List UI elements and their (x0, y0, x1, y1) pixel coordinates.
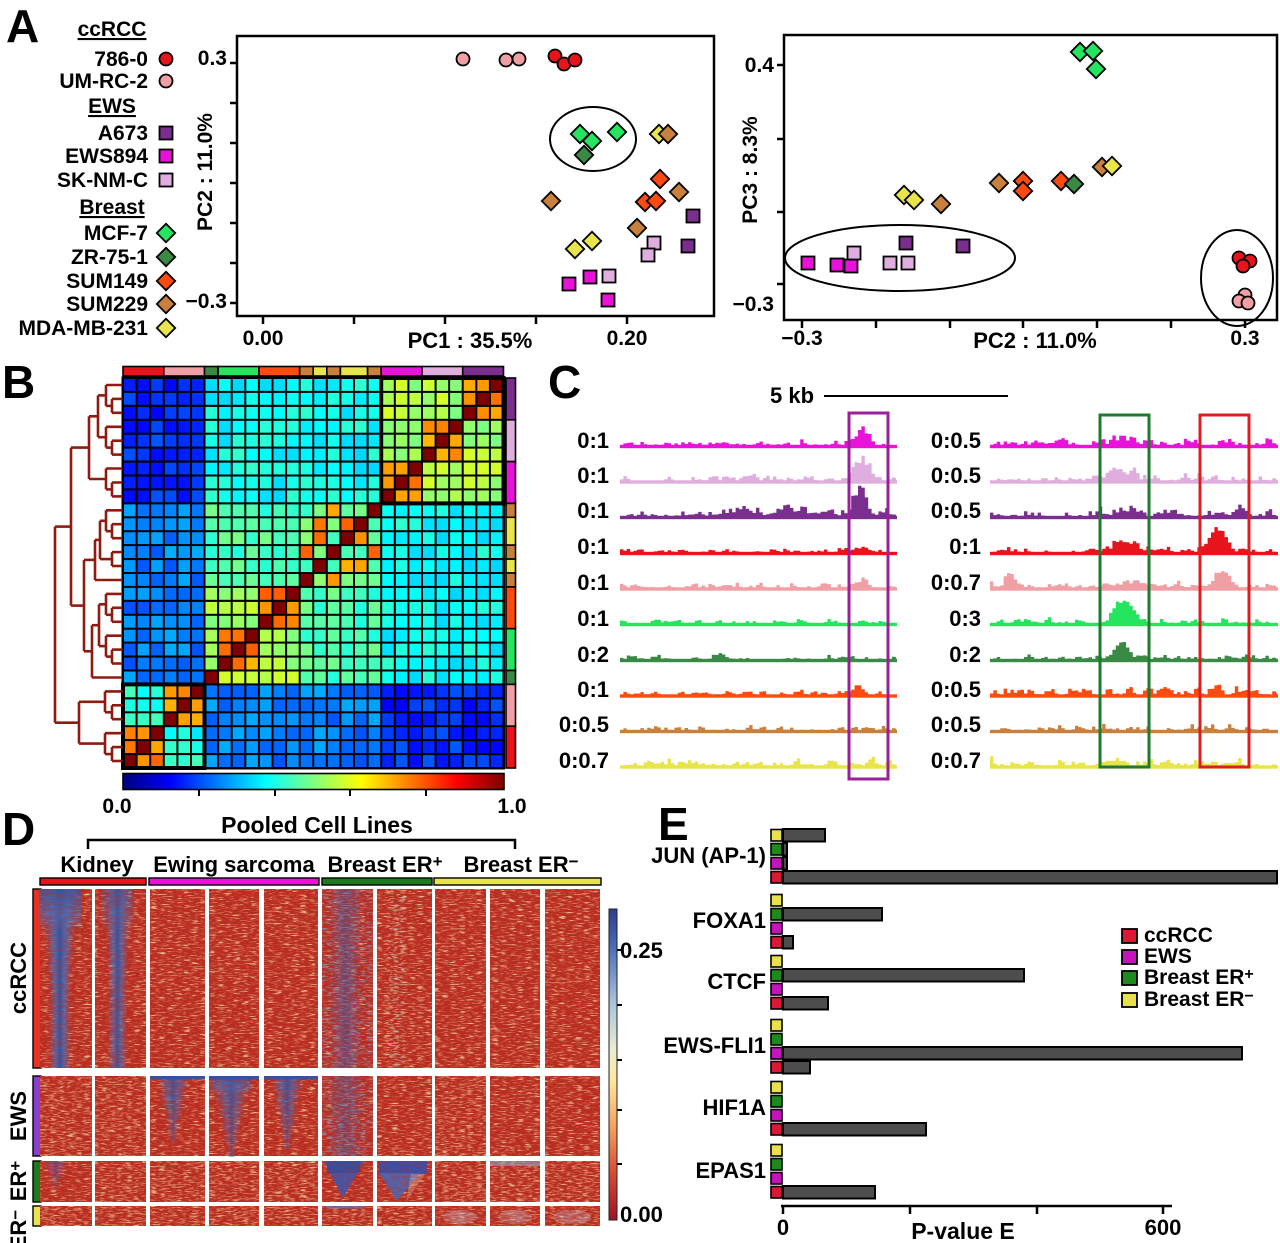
svg-text:786-0: 786-0 (94, 48, 148, 71)
svg-text:0:0.7: 0:0.7 (931, 748, 981, 773)
svg-text:0:0.7: 0:0.7 (931, 570, 981, 595)
svg-text:0:0.5: 0:0.5 (931, 677, 981, 702)
svg-text:SK-NM-C: SK-NM-C (57, 169, 148, 192)
svg-text:EPAS1: EPAS1 (695, 1158, 766, 1183)
svg-text:Breast ER−: Breast ER− (463, 852, 578, 877)
svg-text:E: E (658, 798, 689, 850)
svg-text:0:3: 0:3 (949, 606, 981, 631)
svg-text:Pooled Cell Lines: Pooled Cell Lines (221, 812, 413, 838)
svg-text:0:1: 0:1 (577, 534, 609, 559)
svg-text:0.0: 0.0 (102, 795, 131, 818)
svg-text:0:1: 0:1 (949, 534, 981, 559)
svg-text:PC2 : 11.0%: PC2 : 11.0% (973, 328, 1097, 353)
svg-text:CTCF: CTCF (707, 969, 766, 994)
svg-text:0:0.5: 0:0.5 (559, 712, 609, 737)
svg-text:D: D (2, 803, 35, 855)
svg-text:0:1: 0:1 (577, 498, 609, 523)
svg-text:0:0.5: 0:0.5 (931, 712, 981, 737)
svg-text:A673: A673 (98, 122, 148, 145)
svg-text:MCF-7: MCF-7 (84, 222, 148, 245)
svg-text:C: C (548, 356, 581, 408)
svg-text:HIF1A: HIF1A (702, 1095, 766, 1120)
svg-text:0.4: 0.4 (745, 54, 775, 77)
svg-text:Kidney: Kidney (60, 852, 134, 877)
svg-text:5 kb: 5 kb (770, 383, 814, 408)
svg-text:Breast ER−: Breast ER− (1144, 988, 1254, 1011)
svg-text:1.0: 1.0 (497, 795, 526, 818)
svg-text:EWS894: EWS894 (65, 145, 148, 168)
svg-text:0:2: 0:2 (577, 642, 609, 667)
svg-text:A: A (6, 0, 39, 52)
svg-text:0:0.5: 0:0.5 (931, 463, 981, 488)
svg-text:PC1 : 35.5%: PC1 : 35.5% (408, 328, 533, 353)
svg-text:0:2: 0:2 (949, 642, 981, 667)
svg-text:0.20: 0.20 (607, 327, 648, 350)
svg-text:Ewing sarcoma: Ewing sarcoma (153, 852, 315, 877)
svg-text:B: B (2, 356, 35, 408)
svg-text:EWS: EWS (88, 95, 136, 118)
svg-text:UM-RC-2: UM-RC-2 (59, 70, 148, 93)
svg-text:0:1: 0:1 (577, 606, 609, 631)
svg-text:Breast ER+: Breast ER+ (327, 852, 442, 877)
svg-text:0.25: 0.25 (620, 938, 663, 963)
svg-text:0.00: 0.00 (620, 1202, 663, 1227)
svg-text:0:1: 0:1 (577, 677, 609, 702)
svg-text:Breast ER+: Breast ER+ (1144, 966, 1254, 989)
svg-text:SUM229: SUM229 (66, 293, 148, 316)
svg-text:−0.3: −0.3 (781, 327, 822, 350)
svg-text:0:0.7: 0:0.7 (559, 748, 609, 773)
svg-text:0.3: 0.3 (198, 47, 227, 70)
svg-text:0:1: 0:1 (577, 428, 609, 453)
svg-text:0.3: 0.3 (1230, 327, 1259, 350)
svg-text:EWS: EWS (6, 1091, 31, 1141)
svg-text:0:0.5: 0:0.5 (931, 428, 981, 453)
svg-text:600: 600 (1145, 1215, 1182, 1240)
svg-text:SUM149: SUM149 (66, 270, 148, 293)
svg-text:Breast: Breast (79, 196, 144, 219)
svg-text:ccRCC: ccRCC (1144, 924, 1213, 947)
svg-text:−0.3: −0.3 (733, 293, 774, 316)
svg-text:PC3 : 8.3%: PC3 : 8.3% (739, 116, 762, 224)
svg-text:P-value E: P-value E (911, 1218, 1015, 1243)
svg-text:FOXA1: FOXA1 (693, 908, 766, 933)
svg-text:0:1: 0:1 (577, 463, 609, 488)
svg-text:EWS-FLI1: EWS-FLI1 (663, 1033, 766, 1058)
svg-text:0: 0 (777, 1215, 789, 1240)
svg-text:−0.3: −0.3 (186, 290, 227, 313)
svg-text:EWS: EWS (1144, 945, 1192, 968)
svg-text:ccRCC: ccRCC (6, 942, 31, 1014)
svg-text:MDA-MB-231: MDA-MB-231 (18, 317, 148, 340)
svg-text:0.00: 0.00 (243, 327, 284, 350)
svg-text:ccRCC: ccRCC (78, 18, 147, 41)
svg-text:0:0.5: 0:0.5 (931, 498, 981, 523)
svg-text:ZR-75-1: ZR-75-1 (71, 246, 148, 269)
svg-text:JUN (AP-1): JUN (AP-1) (651, 843, 766, 868)
svg-text:PC2 : 11.0%: PC2 : 11.0% (194, 113, 217, 231)
svg-text:0:1: 0:1 (577, 570, 609, 595)
